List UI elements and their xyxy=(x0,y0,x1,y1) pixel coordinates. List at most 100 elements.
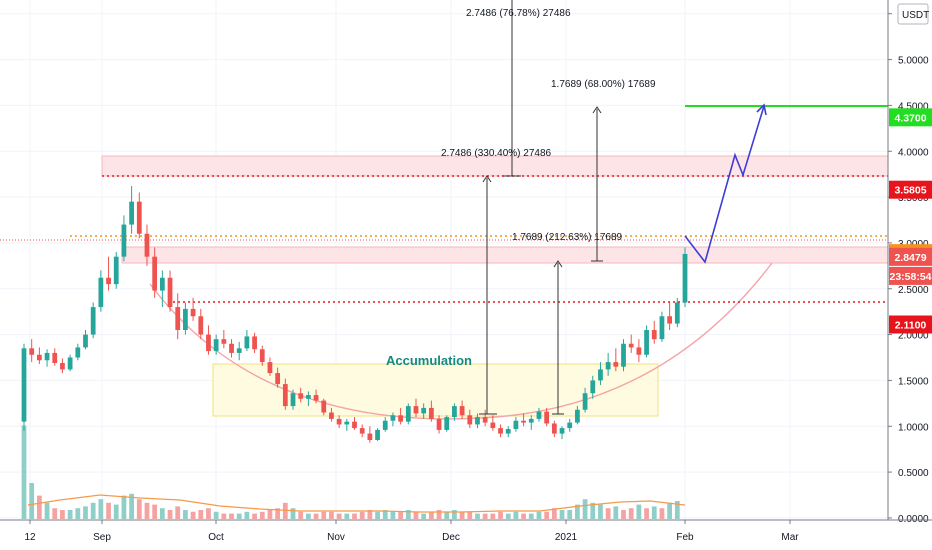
candle-body xyxy=(575,409,580,423)
x-tick-label: Sep xyxy=(93,532,111,543)
candle-body xyxy=(352,421,357,429)
volume-bar xyxy=(298,511,304,519)
volume-bar xyxy=(29,483,35,519)
candle-body xyxy=(490,422,496,429)
candle-body xyxy=(275,373,281,385)
candle-body xyxy=(167,277,173,308)
volume-bar xyxy=(528,513,534,519)
candle-body xyxy=(152,256,158,291)
candle-body xyxy=(183,308,188,330)
candle-body xyxy=(236,348,242,353)
y-tick-label: 2.5000 xyxy=(898,285,929,296)
candle-body xyxy=(144,233,150,257)
measure-label-second: 1.7689 (68.00%) 17689 xyxy=(551,79,656,90)
volume-bar xyxy=(52,508,58,519)
measure-3 xyxy=(503,0,521,177)
candle-body xyxy=(67,357,73,370)
volume-bar xyxy=(60,510,65,519)
candle-body xyxy=(467,415,473,425)
resistance-zone-lower xyxy=(121,246,889,264)
candle-body xyxy=(221,339,227,344)
volume-bar xyxy=(452,510,457,519)
time-axis[interactable]: 12 Sep Oct Nov Dec 2021 Feb Mar xyxy=(24,520,799,543)
price-tag-label: 3.5805 xyxy=(894,185,926,197)
candle-body xyxy=(621,343,626,367)
measure-2 xyxy=(552,260,564,415)
candle-body xyxy=(282,384,288,407)
volume-bar xyxy=(628,508,634,519)
candle-body xyxy=(482,417,488,423)
volume-bar xyxy=(644,508,649,519)
candle-body xyxy=(259,349,265,363)
candle-body xyxy=(444,417,450,430)
volume-bar xyxy=(436,510,442,519)
volume-bar xyxy=(382,510,388,519)
volume-bar xyxy=(313,513,319,519)
price-tag xyxy=(889,266,932,285)
volume-bar xyxy=(152,504,158,519)
x-tick-label: 2021 xyxy=(555,532,578,543)
candle-body xyxy=(559,428,565,434)
candle-body xyxy=(121,224,127,257)
candle-body xyxy=(136,201,142,234)
volume-bar xyxy=(421,513,427,519)
currency-badge[interactable] xyxy=(897,3,929,25)
volume-bar xyxy=(129,493,134,519)
volume-bar xyxy=(98,499,104,519)
candle-body xyxy=(605,362,611,370)
candle-body xyxy=(405,406,411,422)
volume-bar xyxy=(290,508,296,519)
volume-bar xyxy=(183,510,188,519)
volume-bar xyxy=(221,513,227,519)
candle-body xyxy=(252,336,257,350)
y-tick-label: 1.0000 xyxy=(898,422,929,433)
candle-body xyxy=(113,256,119,285)
candle-body xyxy=(452,406,457,418)
candle-body xyxy=(175,307,181,330)
y-tick-label: 4.0000 xyxy=(898,147,929,158)
y-tick-label: 0.5000 xyxy=(898,468,929,479)
volume-bar xyxy=(359,511,365,519)
x-tick-label: 12 xyxy=(24,532,36,543)
volume-bar xyxy=(259,511,265,519)
volume-bar xyxy=(598,504,603,519)
volume-bar xyxy=(206,508,211,519)
volume-bar xyxy=(674,501,680,519)
candle-body xyxy=(428,407,434,419)
x-tick-label: Nov xyxy=(327,532,345,543)
volume-bar xyxy=(90,502,96,519)
measure-label-top: 2.7486 (76.78%) 27486 xyxy=(466,8,571,19)
x-tick-label: Dec xyxy=(442,532,460,543)
volume-bar xyxy=(229,513,234,519)
volume-bar xyxy=(236,513,242,519)
volume-bar xyxy=(175,506,181,519)
volume-bar xyxy=(505,513,511,519)
volume-bar xyxy=(336,513,342,519)
volume-bar xyxy=(551,508,557,519)
volume-bar xyxy=(213,511,219,519)
candle-body xyxy=(244,336,250,349)
measure-1 xyxy=(479,175,497,415)
volume-bar xyxy=(590,502,596,519)
candle-body xyxy=(190,308,196,317)
candle-body xyxy=(60,363,65,370)
candle-body xyxy=(329,412,334,419)
volume-bar xyxy=(490,513,496,519)
volume-bar xyxy=(267,510,273,519)
candle-body xyxy=(267,362,273,374)
y-tick-label: 5.0000 xyxy=(898,56,929,67)
price-tag-label: 23:58:54 xyxy=(889,271,931,283)
volume-bar xyxy=(321,511,327,519)
candle-body xyxy=(528,418,534,423)
candle-body xyxy=(667,316,673,324)
candle-body xyxy=(628,343,634,348)
price-tag-label: 4.3700 xyxy=(894,112,926,124)
candle-body xyxy=(29,348,35,355)
volume-bar xyxy=(83,506,88,519)
price-tag-label: 2.8479 xyxy=(894,252,926,264)
price-tag-label: 2.1100 xyxy=(895,320,927,332)
volume-bar xyxy=(536,511,542,519)
candle-body xyxy=(459,406,465,416)
